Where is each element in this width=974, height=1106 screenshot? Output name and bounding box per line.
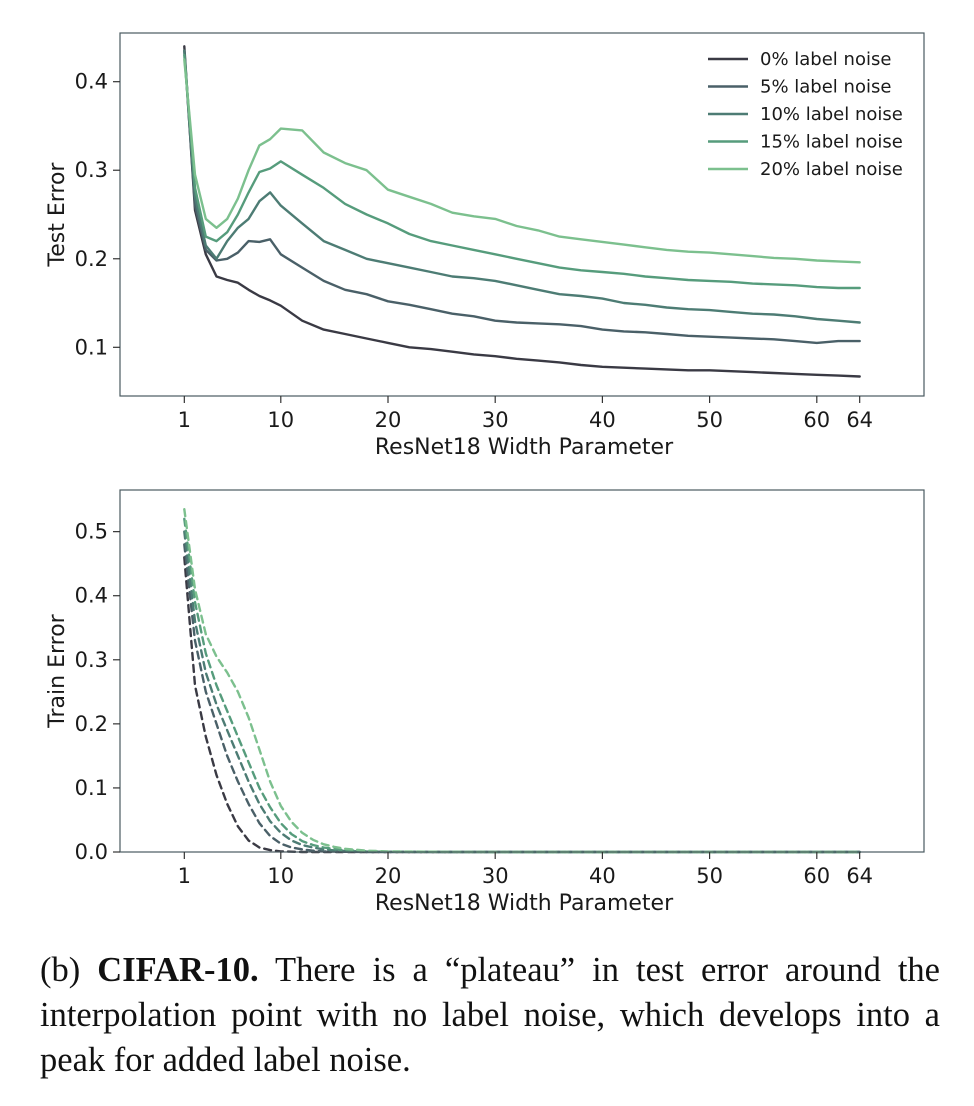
- figure: 1 10 20 30 40 50 60 64 0.1 0.2 0.3 0.4 ResNet18 Widt…: [45, 32, 925, 916]
- train-x-axis-label: ResNet18 Width Parameter: [375, 891, 674, 916]
- test-x-tick-label-3: 30: [482, 408, 509, 432]
- test-plot-frame: [119, 32, 925, 397]
- train-x-tick-label-0: 1: [178, 864, 191, 888]
- test-y-tick-label-0: 0.1: [75, 335, 108, 359]
- train-y-tick-label-4: 0.4: [75, 584, 108, 608]
- legend-label-3: 15% label noise: [760, 132, 903, 153]
- train-series-line-1: [183, 543, 861, 854]
- train-x-tick-label-5: 50: [696, 864, 723, 888]
- caption-dataset: CIFAR-10.: [97, 951, 259, 989]
- train-y-tick-label-1: 0.1: [75, 776, 108, 800]
- train-x-tick-label-3: 30: [482, 864, 509, 888]
- test-error-plot: 1 10 20 30 40 50 60 64 0.1 0.2 0.3 0.4 ResNet18 Widt…: [45, 32, 925, 460]
- test-x-axis-label: ResNet18 Width Parameter: [375, 435, 674, 460]
- caption-label: (b): [40, 951, 81, 989]
- train-series-line-2: [183, 530, 861, 854]
- test-y-tick-label-2: 0.3: [75, 158, 108, 182]
- test-series-line-3: [183, 53, 861, 290]
- legend-label-2: 10% label noise: [760, 104, 903, 125]
- train-series-line-3: [183, 517, 861, 854]
- test-x-tick-label-7: 64: [846, 408, 873, 432]
- train-series-line-0: [183, 556, 861, 854]
- test-y-tick-label-3: 0.4: [75, 70, 108, 94]
- test-y-axis-label: Test Error: [45, 162, 70, 268]
- caption-text: There is a “plateau” in test error aroun…: [40, 951, 940, 1079]
- train-y-tick-label-3: 0.3: [75, 648, 108, 672]
- train-y-tick-label-5: 0.5: [75, 520, 108, 544]
- train-y-axis-label: Train Error: [45, 613, 70, 728]
- test-series-line-4: [183, 58, 861, 264]
- train-x-tick-label-6: 60: [803, 864, 830, 888]
- train-x-tick-label-4: 40: [589, 864, 616, 888]
- legend-label-0: 0% label noise: [760, 49, 891, 70]
- test-x-tick-label-0: 1: [178, 408, 191, 432]
- test-x-tick-label-2: 20: [375, 408, 402, 432]
- legend-label-1: 5% label noise: [760, 77, 891, 98]
- train-y-tick-label-2: 0.2: [75, 712, 108, 736]
- test-y-tick-label-1: 0.2: [75, 247, 108, 271]
- test-x-tick-label-4: 40: [589, 408, 616, 432]
- test-x-tick-label-5: 50: [696, 408, 723, 432]
- test-x-tick-label-6: 60: [803, 408, 830, 432]
- test-series-line-0: [183, 45, 861, 378]
- test-x-tick-label-1: 10: [267, 408, 294, 432]
- legend-label-4: 20% label noise: [760, 159, 903, 180]
- train-y-tick-label-0: 0.0: [75, 840, 108, 864]
- train-series-line-4: [183, 508, 861, 854]
- train-plot-frame: [119, 489, 925, 853]
- figure-caption: (b) CIFAR-10. There is a “plateau” in te…: [40, 948, 940, 1083]
- train-x-tick-label-7: 64: [846, 864, 873, 888]
- train-x-tick-label-1: 10: [267, 864, 294, 888]
- test-series-line-2: [183, 49, 861, 324]
- train-error-plot: 1 10 20 30 40 50 60 64 0.0 0.1 0.2 0.3 0.4 0.5 ResNet1…: [45, 489, 925, 916]
- test-series-line-1: [183, 49, 861, 345]
- train-x-tick-label-2: 20: [375, 864, 402, 888]
